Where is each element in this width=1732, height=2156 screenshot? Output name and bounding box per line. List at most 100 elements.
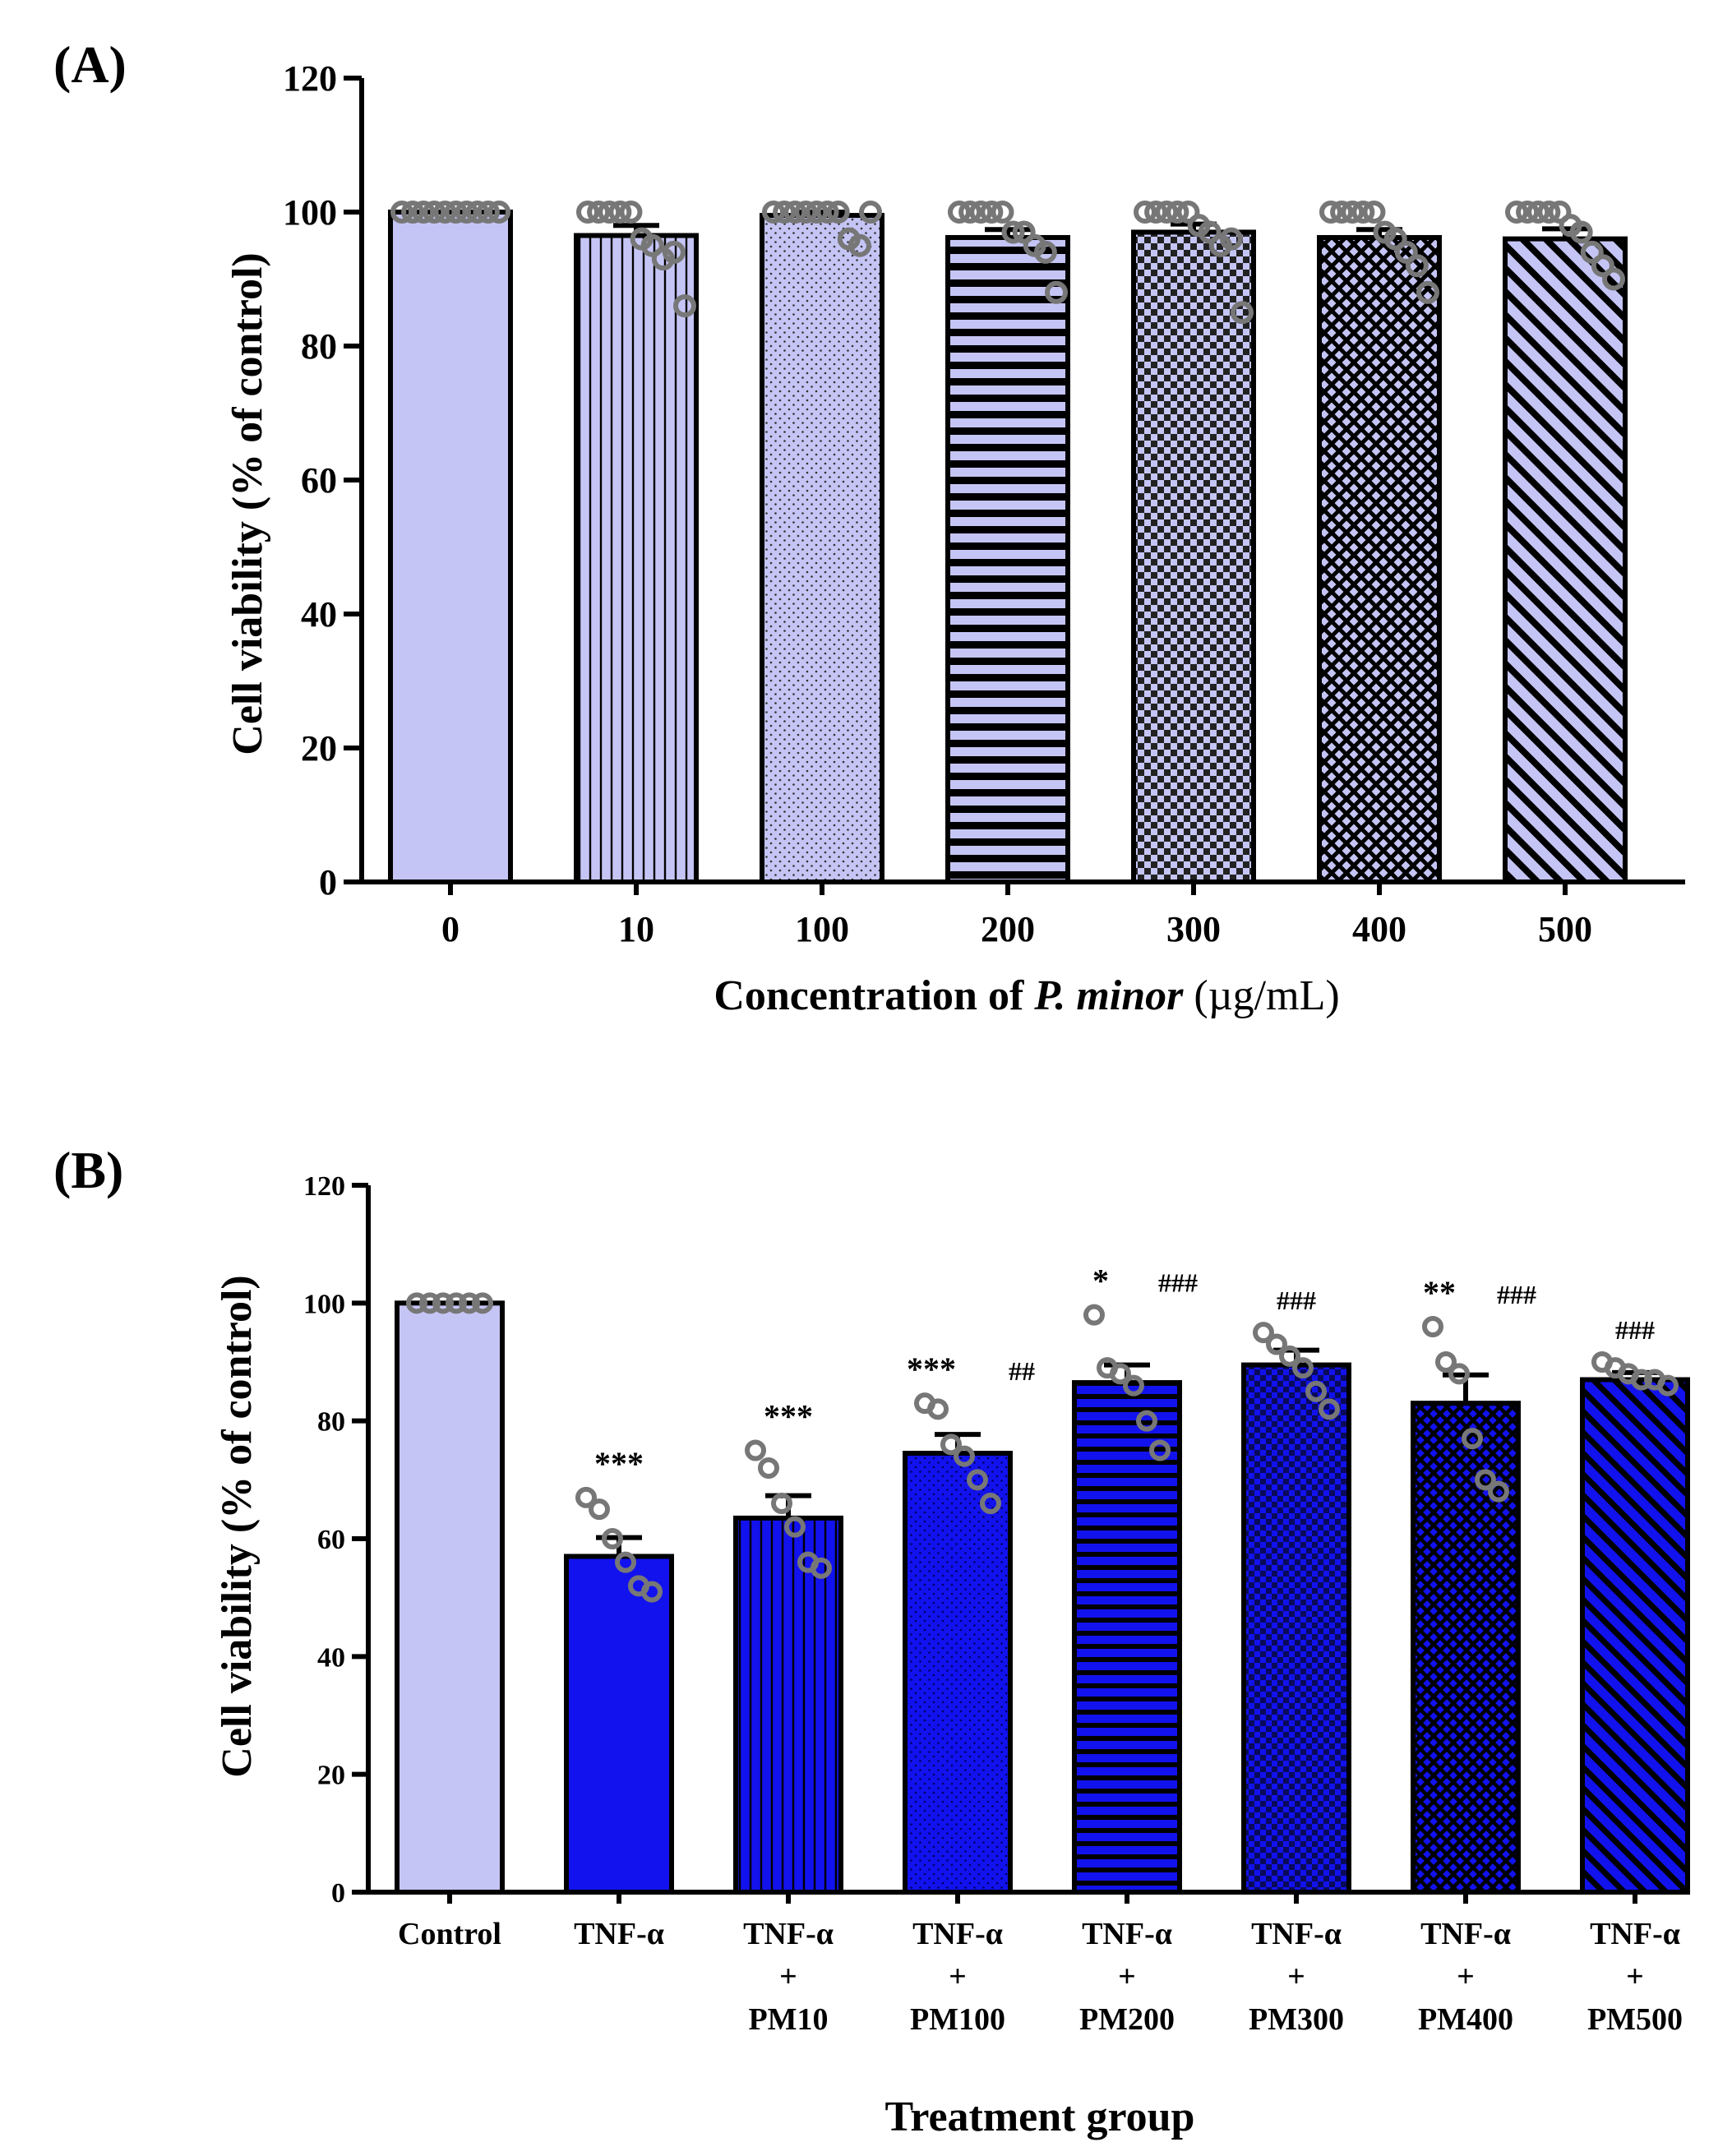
panel-b-point-4-0 <box>1083 1304 1105 1326</box>
panel-b-point-7-3 <box>1631 1369 1652 1391</box>
panel-a-point-4-1 <box>1144 201 1168 224</box>
panel-b-point-5-0 <box>1253 1322 1274 1344</box>
panel-b-point-5-4 <box>1305 1380 1327 1402</box>
panel-a-point-4-3 <box>1166 201 1189 224</box>
panel-a-point-4-2 <box>1155 201 1179 224</box>
panel-a-points-0 <box>390 201 510 224</box>
panel-b-bar-2 <box>733 1515 843 1895</box>
panel-b-significance-4: * <box>1092 1263 1109 1300</box>
panel-a-point-3-9 <box>1045 280 1068 304</box>
panel-a-label: (A) <box>53 35 127 94</box>
panel-a-point-3-8 <box>1033 240 1057 264</box>
panel-a-point-2-6 <box>826 201 850 224</box>
panel-a-point-0-7 <box>465 201 489 224</box>
panel-b-category-label-3: TNF-α + PM100 <box>910 1917 1005 2037</box>
panel-b-point-0-3 <box>446 1292 467 1314</box>
panel-a-point-1-6 <box>640 233 664 257</box>
panel-b-point-0-5 <box>472 1292 493 1314</box>
panel-b-points-1 <box>575 1486 663 1603</box>
panel-a-point-0-4 <box>433 201 457 224</box>
panel-b-y-tick-label-1: 20 <box>317 1761 345 1791</box>
panel-a-points-4 <box>1134 201 1254 325</box>
panel-a-point-4-8 <box>1219 227 1243 251</box>
panel-a-axes: 0 10 100 200 300 400 500 0 20 40 60 80 100 120 <box>283 58 1685 949</box>
panel-a-y-tick-label-6: 120 <box>283 58 337 99</box>
panel-b-points-4 <box>1083 1304 1171 1461</box>
panel-b-point-3-2 <box>940 1433 962 1456</box>
panel-b-point-2-5 <box>811 1557 832 1579</box>
panel-b-point-1-0 <box>575 1486 597 1508</box>
panel-a-point-3-1 <box>958 201 982 224</box>
panel-a-point-3-4 <box>991 201 1014 224</box>
panel-a-point-5-0 <box>1319 201 1342 224</box>
panel-a-point-1-8 <box>662 240 686 264</box>
panel-a-category-label-4: 300 <box>1166 909 1221 949</box>
panel-b-points-2 <box>745 1439 832 1579</box>
panel-a-point-0-3 <box>423 201 446 224</box>
panel-b-points-7 <box>1591 1351 1679 1397</box>
panel-a-point-2-9 <box>859 201 882 224</box>
panel-a-y-tick-label-0: 0 <box>319 862 337 903</box>
panel-b-point-4-5 <box>1149 1439 1171 1461</box>
panel-a-bar-5 <box>1317 234 1442 885</box>
panel-b-bar-3 <box>903 1451 1013 1895</box>
panel-a-point-3-5 <box>1001 220 1025 244</box>
panel-b-point-5-5 <box>1319 1398 1340 1420</box>
panel-a-point-0-8 <box>476 201 500 224</box>
panel-b-point-4-2 <box>1110 1363 1131 1385</box>
panel-b-point-1-3 <box>615 1551 636 1573</box>
panel-a-point-0-0 <box>390 201 413 224</box>
panel-a-category-label-0: 0 <box>441 909 460 949</box>
panel-a-chart: (A) Cell viability (% of control) Concen… <box>53 35 1685 1019</box>
panel-b-point-6-3 <box>1462 1428 1483 1450</box>
panel-b-point-2-0 <box>745 1439 766 1461</box>
panel-b-y-tick-label-2: 40 <box>317 1642 345 1673</box>
panel-b-hash-significance-7: ### <box>1615 1315 1655 1345</box>
panel-a-point-6-0 <box>1505 201 1528 224</box>
panel-b-bar-4 <box>1072 1380 1182 1895</box>
panel-a-point-2-0 <box>762 201 785 224</box>
panel-a-point-1-4 <box>619 201 643 224</box>
panel-a-category-label-1: 10 <box>618 909 654 949</box>
panel-a-point-6-6 <box>1569 220 1593 244</box>
panel-b-x-axis-title: Treatment group <box>885 2094 1195 2140</box>
panel-b-hash-significance-3: ## <box>1009 1356 1035 1386</box>
panel-a-point-6-2 <box>1526 201 1550 224</box>
panel-b-hash-significance-5: ### <box>1277 1286 1316 1315</box>
panel-a-point-5-9 <box>1416 280 1439 304</box>
panel-a-category-label-5: 400 <box>1352 909 1406 949</box>
panel-b-points-0 <box>406 1292 493 1314</box>
panel-a-point-2-8 <box>848 233 871 257</box>
panel-b-point-4-3 <box>1123 1374 1144 1397</box>
panel-a-point-0-9 <box>487 201 510 224</box>
panel-b-point-7-5 <box>1657 1374 1679 1397</box>
panel-a-points-2 <box>762 201 882 257</box>
panel-a-point-2-4 <box>805 201 829 224</box>
panel-a-point-0-5 <box>444 201 468 224</box>
panel-b-category-label-4: TNF-α + PM200 <box>1079 1917 1175 2037</box>
panel-b-points-6 <box>1422 1316 1509 1503</box>
panel-a-point-6-9 <box>1602 267 1625 291</box>
panel-b-point-1-2 <box>602 1528 623 1549</box>
panel-b-point-1-5 <box>641 1581 663 1603</box>
panel-a-point-5-1 <box>1330 201 1354 224</box>
panel-a-point-6-1 <box>1516 201 1540 224</box>
panel-a-point-3-3 <box>980 201 1004 224</box>
panel-b-axes: Control TNF-α TNF-α + PM10 TNF-α + PM100 TNF-α + P… <box>303 1171 1685 2037</box>
panel-a-point-0-1 <box>401 201 425 224</box>
panel-b-point-0-0 <box>406 1292 427 1314</box>
panel-a-bar-3 <box>945 234 1070 885</box>
panel-a-points-1 <box>576 201 696 318</box>
panel-a-point-2-5 <box>815 201 839 224</box>
panel-b-point-0-4 <box>459 1292 480 1314</box>
panel-a-point-0-6 <box>455 201 478 224</box>
panel-a-point-2-1 <box>773 201 797 224</box>
panel-a-point-1-2 <box>598 201 621 224</box>
panel-b-label: (B) <box>53 1141 123 1199</box>
panel-a-point-4-4 <box>1176 201 1200 224</box>
panel-b-category-label-2: TNF-α + PM10 <box>743 1917 834 2037</box>
panel-b-significance-2: *** <box>764 1398 813 1435</box>
panel-b-bars: *** *** *** ## * ### ### ** ### ### <box>395 1263 1690 1895</box>
panel-b-significance-3: *** <box>907 1350 956 1387</box>
